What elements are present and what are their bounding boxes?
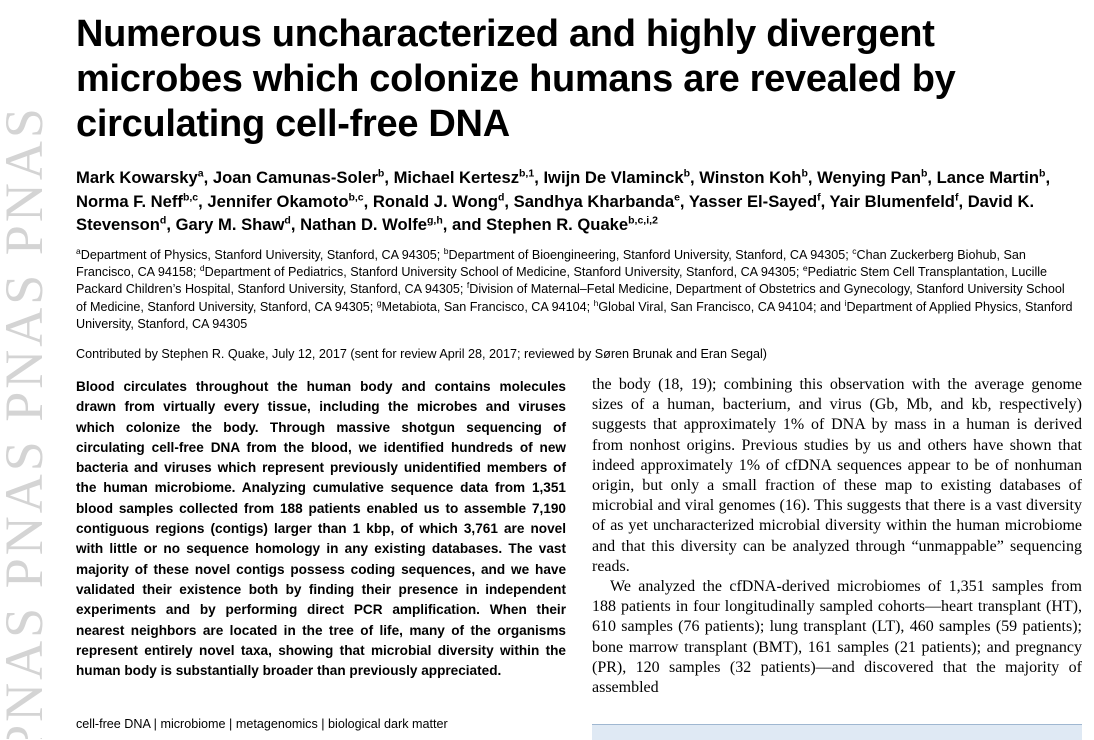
author-name: Jennifer Okamotob,c bbox=[207, 190, 364, 211]
affiliation-marker: g bbox=[376, 297, 382, 308]
author-name: Ronald J. Wongd bbox=[372, 190, 505, 211]
author-name: David K. Stevensond bbox=[76, 191, 1035, 235]
significance-abstract: Blood circulates throughout the human bo… bbox=[76, 379, 566, 679]
article-title: Numerous uncharacterized and highly dive… bbox=[76, 13, 956, 145]
affiliation: dDepartment of Pediatrics, Stanford Univ… bbox=[199, 263, 800, 280]
author-name: Yasser El-Sayedf bbox=[688, 190, 821, 211]
author-name: Joan Camunas-Solerb bbox=[212, 167, 385, 187]
affiliation: bDepartment of Bioengineering, Stanford … bbox=[443, 245, 849, 262]
journal-watermark: PNAS PNAS PNAS PNAS bbox=[0, 0, 48, 739]
author-affiliation-marker: b bbox=[921, 167, 928, 180]
author-affiliation-marker: g,h bbox=[427, 214, 443, 227]
author-name: Stephen R. Quakeb,c,i,2 bbox=[486, 214, 658, 234]
figure-box-edge bbox=[592, 724, 1082, 740]
body-paragraph: the body (18, 19); combining this observ… bbox=[592, 376, 1082, 575]
journal-watermark-text: PNAS PNAS PNAS PNAS bbox=[0, 105, 48, 739]
keyword: cell-free DNA bbox=[76, 717, 151, 731]
author-name: Gary M. Shawd bbox=[175, 214, 291, 234]
affiliation: ePediatric Stem Cell Transplantation, Lu… bbox=[76, 263, 1048, 297]
author-name: Lance Martinb bbox=[936, 167, 1046, 187]
keyword: metagenomics bbox=[235, 717, 318, 731]
author-name: Norma F. Neffb,c bbox=[76, 190, 199, 211]
author-affiliation-marker: b,1 bbox=[519, 167, 535, 180]
author-affiliation-marker: a bbox=[197, 167, 204, 180]
author-name: Wenying Panb bbox=[817, 167, 928, 187]
author-affiliation-marker: d bbox=[159, 214, 167, 227]
author-affiliation-marker: e bbox=[674, 190, 680, 203]
affiliation-marker: f bbox=[466, 280, 470, 291]
affiliation-marker: i bbox=[844, 297, 847, 308]
author-affiliation-marker: b,c bbox=[182, 190, 199, 203]
author-affiliation-marker: f bbox=[954, 190, 959, 203]
affiliation: gMetabiota, San Francisco, CA 94104; bbox=[376, 297, 591, 314]
affiliation-marker: b bbox=[443, 245, 449, 256]
keyword: biological dark matter bbox=[328, 717, 448, 731]
affiliation: aDepartment of Physics, Stanford Univers… bbox=[76, 245, 441, 262]
author-name: Iwijn De Vlaminckb bbox=[543, 167, 691, 187]
author-name: Sandhya Kharbandae bbox=[513, 190, 680, 211]
affiliation: iDepartment of Applied Physics, Stanford… bbox=[76, 297, 1073, 331]
author-name: Michael Kerteszb,1 bbox=[393, 167, 535, 187]
body-text-column: the body (18, 19); combining this observ… bbox=[592, 375, 1082, 698]
affiliation-marker: h bbox=[593, 297, 599, 308]
author-name: Yair Blumenfeldf bbox=[829, 190, 959, 211]
author-affiliation-marker: d bbox=[284, 214, 291, 227]
author-affiliation-marker: b,c bbox=[348, 190, 364, 203]
affiliation-marker: c bbox=[852, 245, 857, 256]
author-name: Mark Kowarskya bbox=[76, 167, 204, 187]
author-affiliation-marker: b,c,i,2 bbox=[628, 214, 658, 227]
author-affiliation-marker: b bbox=[377, 167, 385, 180]
affiliation: cChan Zuckerberg Biohub, San Francisco, … bbox=[76, 245, 1026, 280]
affiliation-marker: a bbox=[76, 245, 81, 256]
author-affiliation-marker: f bbox=[817, 190, 821, 203]
affiliation-marker: d bbox=[199, 263, 205, 274]
affiliation: fDivision of Maternal–Fetal Medicine, De… bbox=[76, 280, 1065, 314]
author-affiliation-marker: b bbox=[801, 167, 808, 180]
author-affiliation-marker: b bbox=[1039, 167, 1046, 180]
author-name: Nathan D. Wolfeg,h bbox=[300, 214, 443, 234]
affiliation-marker: e bbox=[802, 263, 808, 274]
keyword-list: cell-free DNA | microbiome | metagenomic… bbox=[76, 717, 448, 731]
author-affiliation-marker: d bbox=[497, 190, 505, 203]
author-list: Mark Kowarskya, Joan Camunas-Solerb, Mic… bbox=[76, 167, 1051, 235]
keyword: microbiome bbox=[160, 717, 226, 731]
affiliation-list: aDepartment of Physics, Stanford Univers… bbox=[76, 247, 1076, 333]
contributed-line: Contributed by Stephen R. Quake, July 12… bbox=[76, 347, 767, 361]
affiliation: hGlobal Viral, San Francisco, CA 94104; … bbox=[593, 297, 842, 314]
author-affiliation-marker: b bbox=[683, 167, 691, 180]
author-name: Winston Kohb bbox=[699, 167, 808, 187]
body-paragraph: We analyzed the cfDNA-derived microbiome… bbox=[592, 578, 1082, 697]
